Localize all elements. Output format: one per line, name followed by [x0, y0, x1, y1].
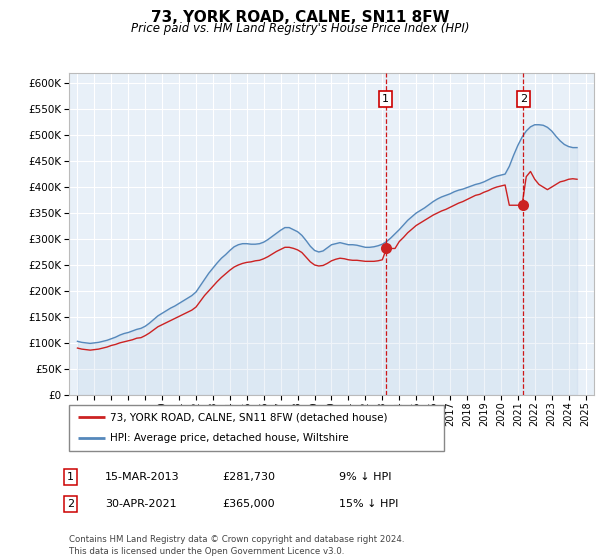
- Text: Contains HM Land Registry data © Crown copyright and database right 2024.
This d: Contains HM Land Registry data © Crown c…: [69, 535, 404, 556]
- Text: 30-APR-2021: 30-APR-2021: [105, 499, 176, 509]
- Text: 73, YORK ROAD, CALNE, SN11 8FW: 73, YORK ROAD, CALNE, SN11 8FW: [151, 10, 449, 25]
- Text: Price paid vs. HM Land Registry's House Price Index (HPI): Price paid vs. HM Land Registry's House …: [131, 22, 469, 35]
- Text: 2: 2: [520, 94, 527, 104]
- Text: 15-MAR-2013: 15-MAR-2013: [105, 472, 179, 482]
- Text: 9% ↓ HPI: 9% ↓ HPI: [339, 472, 391, 482]
- Text: 15% ↓ HPI: 15% ↓ HPI: [339, 499, 398, 509]
- Text: £365,000: £365,000: [222, 499, 275, 509]
- Text: 1: 1: [67, 472, 74, 482]
- Text: £281,730: £281,730: [222, 472, 275, 482]
- Text: 73, YORK ROAD, CALNE, SN11 8FW (detached house): 73, YORK ROAD, CALNE, SN11 8FW (detached…: [110, 412, 388, 422]
- Text: HPI: Average price, detached house, Wiltshire: HPI: Average price, detached house, Wilt…: [110, 433, 349, 444]
- Text: 1: 1: [382, 94, 389, 104]
- Text: 2: 2: [67, 499, 74, 509]
